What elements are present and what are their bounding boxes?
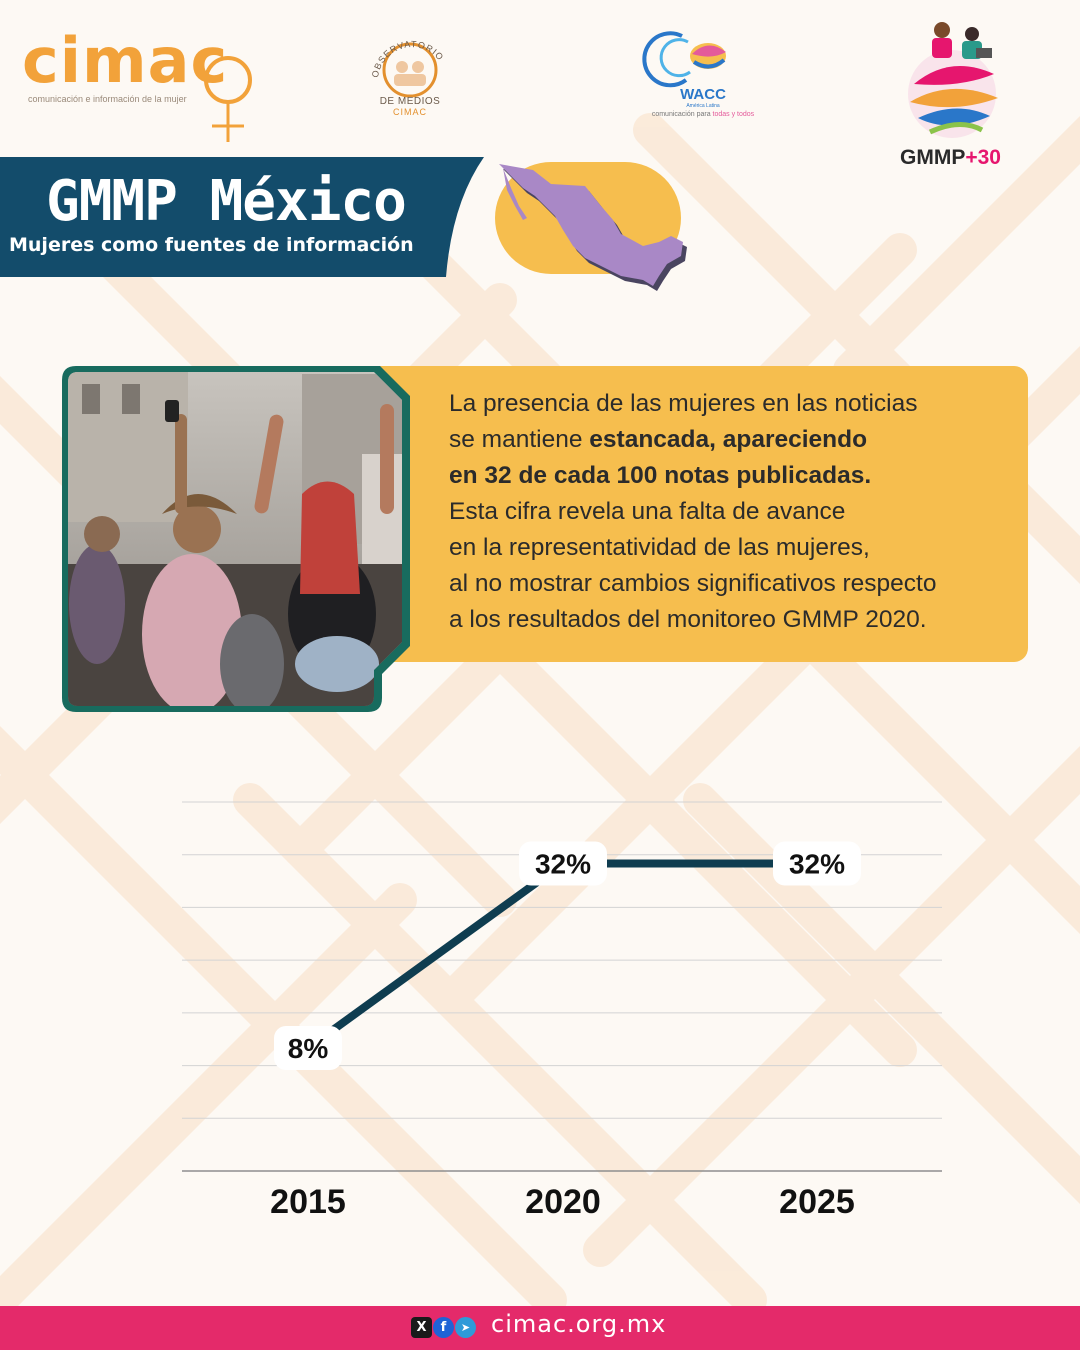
gmmp-logo-text: GMMP+30 <box>900 146 1001 170</box>
observatorio-logo: OBSERVATORIO DE MEDIOS CIMAC <box>360 30 460 122</box>
wacc-globe-icon <box>642 31 726 88</box>
page-subtitle: Mujeres como fuentes de información <box>9 234 414 256</box>
info-line-6: al no mostrar cambios significativos res… <box>449 570 937 597</box>
data-label-bg <box>274 1026 342 1070</box>
x-tick-label: 2020 <box>525 1183 601 1221</box>
data-label: 32% <box>789 849 845 880</box>
data-label-bg <box>773 841 861 886</box>
observatorio-line1: DE MEDIOS <box>379 96 441 107</box>
info-text: La presencia de las mujeres en las notic… <box>449 386 1025 638</box>
gmmp-logo-name: GMMP <box>900 146 966 169</box>
cimac-logo-tagline: comunicación e información de la mujer <box>28 94 187 104</box>
wacc-subtitle: América Latina <box>686 103 720 109</box>
x-tick-label: 2015 <box>270 1183 346 1221</box>
title-banner-shape <box>0 157 484 277</box>
info-box <box>360 366 1028 662</box>
gmmp-globe-icon <box>908 22 998 138</box>
venus-symbol-icon <box>204 56 252 142</box>
info-line-2: se mantiene estancada, apareciendo <box>449 422 1025 458</box>
data-label: 32% <box>535 849 591 880</box>
wacc-tagline-text: comunicación para <box>651 111 713 118</box>
facebook-icon[interactable]: f <box>433 1317 454 1338</box>
info-line-1: La presencia de las mujeres en las notic… <box>449 390 918 417</box>
observatorio-seal-icon: OBSERVATORIO <box>370 39 445 98</box>
wacc-tagline-highlight: todas y todos <box>712 111 755 118</box>
chart-series <box>302 857 821 1054</box>
line-chart: 8% 32% 32% 2015 2020 2025 <box>182 801 942 1221</box>
telegram-icon[interactable]: ➤ <box>455 1317 476 1338</box>
wacc-tagline: comunicación para todas y todos <box>640 111 766 118</box>
data-label-bg <box>519 841 607 886</box>
website-link[interactable]: cimac.org.mx <box>491 1310 667 1338</box>
protest-photo <box>62 366 410 712</box>
chart-data-labels: 8% 32% 32% <box>274 841 861 1070</box>
info-line-4: Esta cifra revela una falta de avance <box>449 498 846 525</box>
title-banner: GMMP México Mujeres como fuentes de info… <box>0 157 490 277</box>
info-line-3-bold: en 32 de cada 100 notas publicadas. <box>449 462 872 489</box>
info-line-2-text: se mantiene <box>449 426 590 453</box>
info-line-5: en la representatividad de las mujeres, <box>449 534 870 561</box>
wacc-name: WACC <box>680 86 726 103</box>
info-line-2-bold: estancada, apareciendo <box>589 426 868 453</box>
mexico-map-icon <box>495 162 687 291</box>
x-tick-label: 2025 <box>779 1183 855 1221</box>
cimac-logo-word: cimac <box>22 24 229 97</box>
info-line-7: a los resultados del monitoreo GMMP 2020… <box>449 606 927 633</box>
chart-line-segment <box>302 857 569 1054</box>
data-label: 8% <box>288 1033 329 1064</box>
info-line-3: en 32 de cada 100 notas publicadas. <box>449 458 1025 494</box>
gmmp-logo-plus: +30 <box>965 146 1001 169</box>
page-title: GMMP México <box>46 169 407 234</box>
observatorio-line2: CIMAC <box>393 107 427 117</box>
chart-x-ticks: 2015 2020 2025 <box>270 1183 855 1221</box>
wacc-logo: WACC América Latina comunicación para to… <box>640 28 770 123</box>
cimac-logo: cimac comunicación e información de la m… <box>22 24 252 142</box>
x-icon[interactable]: X <box>411 1317 432 1338</box>
gmmp-logo: GMMP+30 <box>890 14 1020 174</box>
